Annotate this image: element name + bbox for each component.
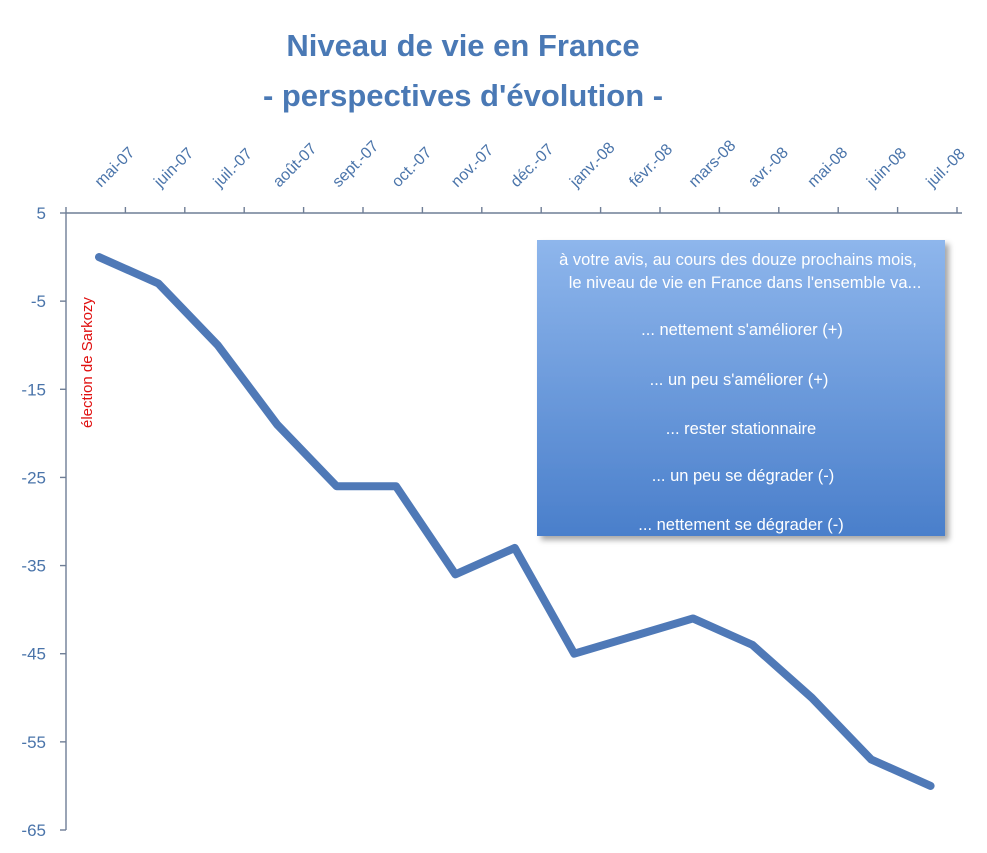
y-axis: 5 -5 -15 -25 -35 -45 -55 -65: [21, 204, 67, 840]
y-tick-label: 5: [37, 204, 46, 223]
x-axis: [65, 207, 962, 214]
y-tick-label: -25: [21, 468, 46, 487]
y-tick-label: -5: [31, 292, 46, 311]
legend-option-1: ... nettement s'améliorer (+): [641, 321, 843, 339]
x-tick-label: nov.-07: [448, 142, 497, 191]
x-tick-label: janv.-08: [566, 139, 618, 191]
legend-option-2: ... un peu s'améliorer (+): [650, 371, 829, 389]
x-tick-label: juin-08: [863, 145, 910, 192]
x-tick-label: juin-07: [151, 145, 198, 192]
legend-question-line-1: à votre avis, au cours des douze prochai…: [559, 251, 917, 269]
y-tick-label: -45: [21, 645, 46, 664]
chart-subtitle: - perspectives d'évolution -: [263, 78, 663, 113]
x-tick-label: sept.-07: [329, 138, 382, 191]
legend-option-4: ... un peu se dégrader (-): [652, 467, 835, 485]
legend-option-3: ... rester stationnaire: [666, 420, 816, 438]
series-group: [95, 253, 935, 790]
x-tick-label: oct.-07: [389, 144, 436, 191]
x-tick-label: juil.-07: [210, 145, 256, 191]
chart-title: Niveau de vie en France: [286, 28, 639, 63]
x-tick-label: févr.-08: [626, 141, 676, 191]
x-tick-label: mars-08: [686, 137, 740, 191]
y-tick-label: -65: [21, 821, 46, 840]
x-tick-label: mai-07: [92, 144, 139, 191]
x-tick-label: août-07: [270, 140, 320, 190]
legend-question-line-2: le niveau de vie en France dans l'ensemb…: [569, 274, 922, 292]
x-tick-label: juil.-08: [923, 145, 969, 191]
y-tick-label: -35: [21, 557, 46, 576]
y-tick-label: -55: [21, 733, 46, 752]
x-tick-label: avr.-08: [745, 144, 792, 191]
y-tick-label: -15: [21, 380, 46, 399]
legend-box-background: [537, 240, 945, 536]
x-tick-label: mai-08: [805, 144, 852, 191]
annotation-election-sarkozy: élection de Sarkozy: [79, 297, 96, 428]
series-line: [95, 253, 935, 790]
x-tick-labels: mai-07 juin-07 juil.-07 août-07 sept.-07 oct.…: [92, 137, 969, 191]
x-tick-label: déc.-07: [508, 141, 558, 191]
legend-option-5: ... nettement se dégrader (-): [638, 516, 843, 534]
legend-box: à votre avis, au cours des douze prochai…: [537, 240, 945, 536]
